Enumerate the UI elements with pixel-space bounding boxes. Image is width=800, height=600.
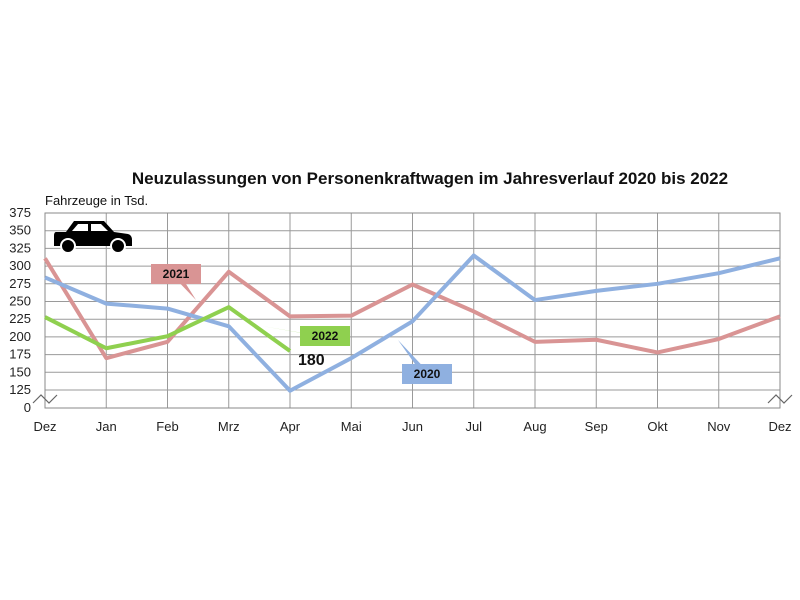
car-icon: [54, 221, 132, 254]
y-tick-label: 325: [9, 240, 31, 255]
plot-frame: [44, 212, 781, 409]
x-ticks: Dez Jan Feb Mrz Apr Mai Jun Jul Aug Sep Okt Nov Dez: [33, 419, 791, 434]
legend-label-2020: 2020: [414, 367, 441, 381]
series-label-box-2021: [151, 264, 201, 284]
y-tick-label: 200: [9, 329, 31, 344]
series-line-2020: [44, 253, 781, 393]
y-axis-label: Fahrzeuge in Tsd.: [45, 193, 148, 208]
series-label-box-2020: [402, 364, 452, 384]
y-tick-label: 0: [24, 400, 31, 415]
x-tick-label: Dez: [33, 419, 56, 434]
y-tick-label: 125: [9, 382, 31, 397]
x-tick-label: Okt: [647, 419, 668, 434]
series-label-box-2022: [300, 326, 350, 346]
y-tick-label: 350: [9, 223, 31, 238]
series-line-2021: [43, 257, 781, 361]
y-tick-label: 275: [9, 276, 31, 291]
y-tick-label: 150: [9, 364, 31, 379]
x-tick-label: Jun: [402, 419, 423, 434]
y-tick-label: 375: [9, 205, 31, 220]
x-tick-label: Dez: [768, 419, 791, 434]
axis-break-marks: [32, 394, 793, 404]
series-line-2022: [44, 305, 292, 353]
y-tick-label: 175: [9, 347, 31, 362]
x-tick-label: Mrz: [218, 419, 240, 434]
series-lines: [43, 253, 781, 393]
x-tick-label: Apr: [280, 419, 301, 434]
y-tick-label: 250: [9, 294, 31, 309]
y-tick-label: 225: [9, 311, 31, 326]
x-tick-label: Nov: [707, 419, 731, 434]
y-ticks: 0 125 150 175 200 225 250 275 300 325 350 375: [9, 205, 31, 415]
chart-title: Neuzulassungen von Personenkraftwagen im…: [132, 169, 728, 188]
x-tick-label: Sep: [585, 419, 608, 434]
y-tick-label: 300: [9, 258, 31, 273]
x-tick-label: Jan: [96, 419, 117, 434]
annotation-label: 180: [298, 352, 325, 369]
x-tick-label: Mai: [341, 419, 362, 434]
x-tick-label: Feb: [156, 419, 178, 434]
legend-label-2021: 2021: [163, 267, 190, 281]
legend-label-2022: 2022: [312, 329, 339, 343]
x-tick-label: Aug: [523, 419, 546, 434]
x-tick-label: Jul: [465, 419, 482, 434]
series-labels: 2020 2021 2022 180: [151, 264, 452, 384]
